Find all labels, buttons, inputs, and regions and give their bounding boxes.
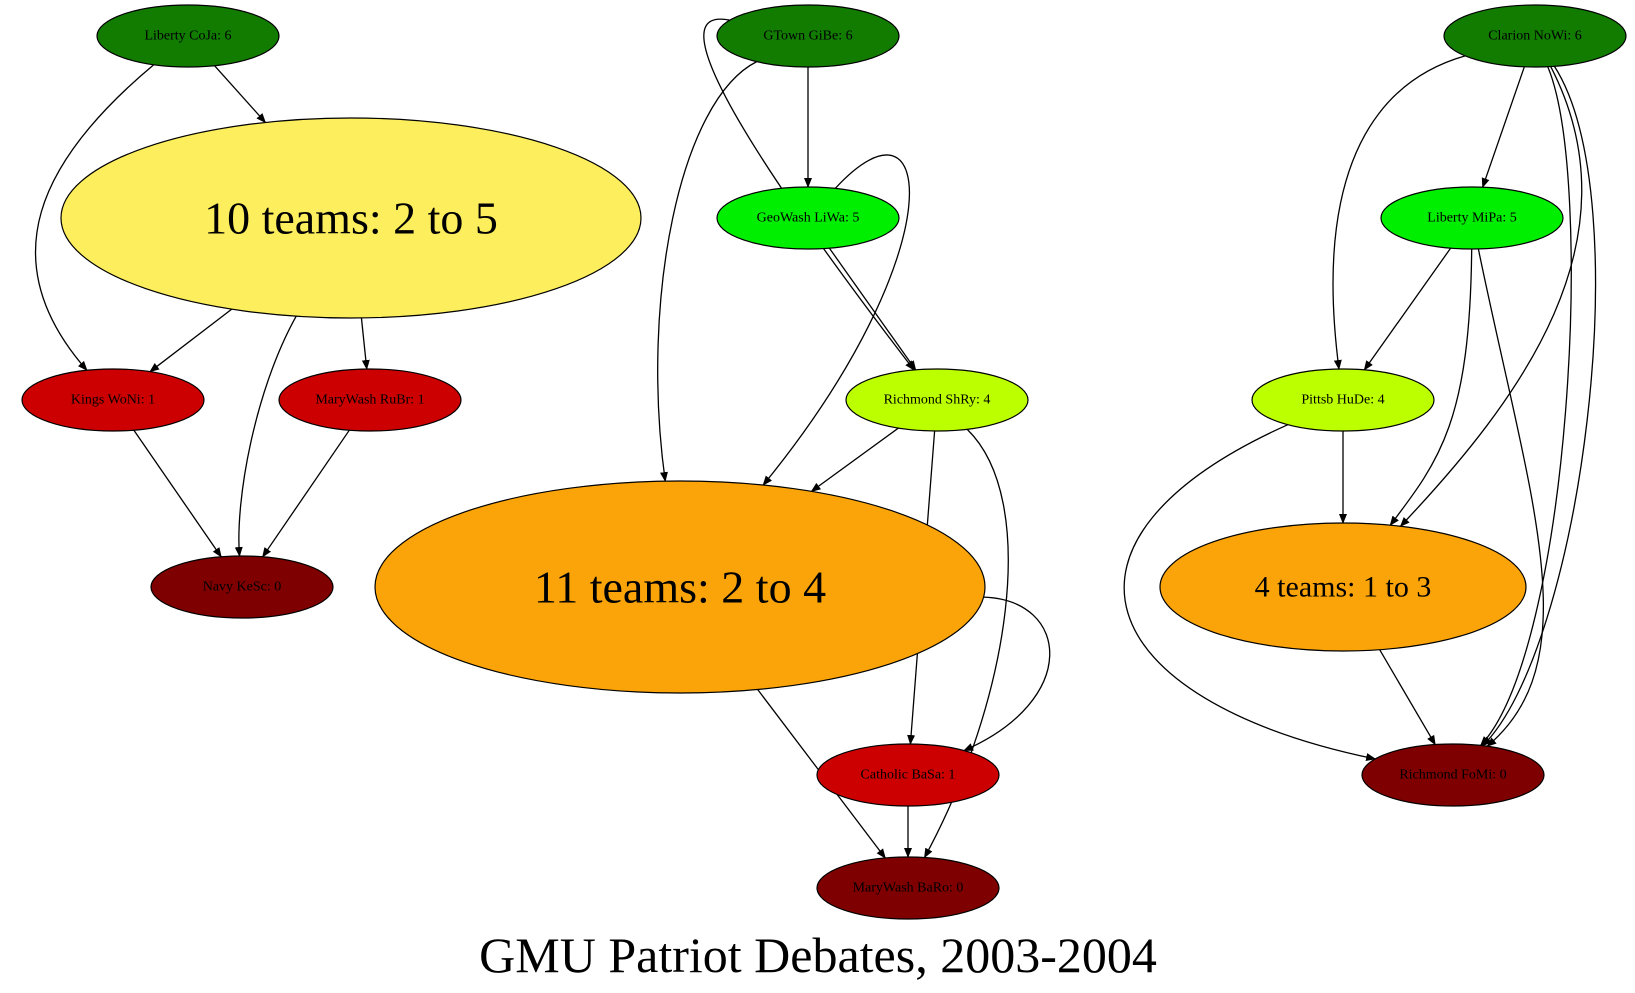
- edge-liberty_mipa-to-pittsb_hude: [1363, 247, 1452, 371]
- edge-liberty_mipa-to-group_4: [1389, 248, 1473, 526]
- node-clarion-nowi: Clarion NoWi: 6: [1443, 4, 1627, 68]
- node-label: GTown GiBe: 6: [763, 29, 852, 44]
- node-label: Liberty MiPa: 5: [1427, 211, 1516, 226]
- edge-gtown_gibe-to-group_11: [657, 61, 758, 483]
- node-shape: [374, 480, 986, 694]
- edge-clarion_nowi-to-richmond_fomi: [1482, 65, 1597, 747]
- node-liberty-mipa: Liberty MiPa: 5: [1380, 186, 1564, 250]
- node-label: 10 teams: 2 to 5: [204, 193, 498, 244]
- edge-pittsb_hude-to-richmond_fomi: [1123, 424, 1377, 762]
- edge-marywash_rubr-to-navy_kesc: [262, 429, 350, 558]
- edge-clarion_nowi-to-richmond_fomi: [1479, 66, 1572, 747]
- node-label: Richmond FoMi: 0: [1399, 768, 1506, 783]
- node-catholic-basa: Catholic BaSa: 1: [816, 743, 1000, 807]
- node-geowash-liwa: GeoWash LiWa: 5: [716, 186, 900, 250]
- node-shape: [1361, 743, 1545, 807]
- node-label: GeoWash LiWa: 5: [757, 211, 860, 226]
- node-shape: [1251, 368, 1435, 432]
- node-pittsb-hude: Pittsb HuDe: 4: [1251, 368, 1435, 432]
- edge-liberty_coja-to-kings_woni: [34, 64, 155, 372]
- node-shape: [60, 117, 642, 319]
- edge-richmond_shry-to-group_11: [810, 427, 899, 492]
- node-shape: [1443, 4, 1627, 68]
- node-group-10: 10 teams: 2 to 5: [60, 117, 642, 319]
- edge-clarion_nowi-to-group_4: [1399, 66, 1583, 527]
- node-label: MaryWash RuBr: 1: [315, 393, 424, 408]
- node-group-11: 11 teams: 2 to 4: [374, 480, 986, 694]
- node-liberty-coja: Liberty CoJa: 6: [96, 4, 280, 68]
- edge-liberty_coja-to-group_10: [214, 65, 267, 124]
- node-navy-kesc: Navy KeSc: 0: [150, 555, 334, 619]
- node-label: Kings WoNi: 1: [71, 393, 155, 408]
- node-gtown-gibe: GTown GiBe: 6: [716, 4, 900, 68]
- edge-geowash_liwa-to-richmond_shry: [828, 247, 917, 371]
- node-shape: [816, 856, 1000, 920]
- node-label: Pittsb HuDe: 4: [1301, 393, 1384, 408]
- edge-group_10-to-navy_kesc: [234, 315, 297, 558]
- edge-liberty_mipa-to-richmond_fomi: [1477, 248, 1544, 747]
- node-shape: [716, 4, 900, 68]
- edge-group_11-to-catholic_basa: [963, 596, 1051, 752]
- graph-title: GMU Patriot Debates, 2003-2004: [479, 927, 1157, 983]
- node-label: Clarion NoWi: 6: [1488, 29, 1582, 44]
- edge-group_10-to-marywash_rubr: [360, 317, 370, 371]
- nodes-layer: Liberty CoJa: 6 GTown GiBe: 6 Clarion NoWi…: [21, 4, 1627, 920]
- node-label: 4 teams: 1 to 3: [1255, 571, 1432, 604]
- node-group-4: 4 teams: 1 to 3: [1159, 522, 1527, 652]
- node-shape: [96, 4, 280, 68]
- node-shape: [21, 368, 205, 432]
- edge-group_10-to-kings_woni: [149, 308, 233, 373]
- node-label: Liberty CoJa: 6: [144, 29, 231, 44]
- node-shape: [816, 743, 1000, 807]
- node-label: Catholic BaSa: 1: [861, 768, 956, 783]
- node-label: Navy KeSc: 0: [203, 580, 282, 595]
- node-shape: [716, 186, 900, 250]
- node-marywash-rubr: MaryWash RuBr: 1: [278, 368, 462, 432]
- edge-gtown_gibe-to-richmond_shry: [703, 18, 915, 371]
- node-shape: [1159, 522, 1527, 652]
- edge-group_4-to-richmond_fomi: [1379, 649, 1436, 746]
- node-richmond-fomi: Richmond FoMi: 0: [1361, 743, 1545, 807]
- node-marywash-baro: MaryWash BaRo: 0: [816, 856, 1000, 920]
- node-shape: [278, 368, 462, 432]
- node-shape: [1380, 186, 1564, 250]
- edge-kings_woni-to-navy_kesc: [133, 429, 222, 558]
- edge-clarion_nowi-to-pittsb_hude: [1332, 55, 1466, 371]
- node-label: Richmond ShRy: 4: [884, 393, 991, 408]
- edge-geowash_liwa-to-group_11: [762, 154, 910, 486]
- node-richmond-shry: Richmond ShRy: 4: [845, 368, 1029, 432]
- node-label: MaryWash BaRo: 0: [853, 881, 964, 896]
- edge-clarion_nowi-to-liberty_mipa: [1481, 66, 1525, 189]
- node-shape: [845, 368, 1029, 432]
- node-kings-woni: Kings WoNi: 1: [21, 368, 205, 432]
- node-label: 11 teams: 2 to 4: [534, 562, 826, 613]
- node-shape: [150, 555, 334, 619]
